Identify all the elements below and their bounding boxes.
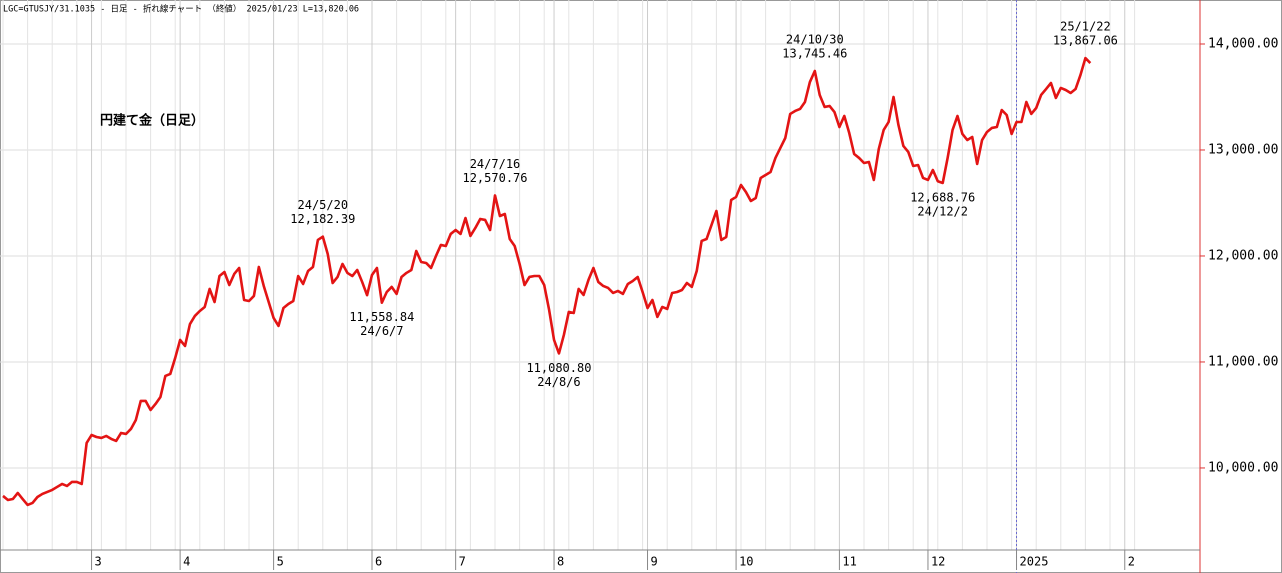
y-tick-label: 11,000.00 — [1208, 354, 1278, 369]
annotation-date: 24/10/30 — [786, 32, 844, 46]
annotation-value: 12,182.39 — [290, 212, 355, 226]
annotation-date: 24/7/16 — [470, 157, 521, 171]
annotation-value: 13,867.06 — [1053, 34, 1118, 48]
line-series — [2, 56, 1092, 507]
x-tick-label: 11 — [842, 555, 856, 569]
y-tick-label: 14,000.00 — [1208, 36, 1278, 51]
annotation-date: 24/12/2 — [917, 204, 968, 218]
x-tick-label: 9 — [651, 555, 658, 569]
annotation-value: 11,558.84 — [349, 310, 414, 324]
annotation-value: 12,688.76 — [910, 190, 975, 204]
x-tick-label: 8 — [557, 555, 564, 569]
annotation-date: 25/1/22 — [1060, 20, 1111, 34]
x-tick-label: 6 — [375, 555, 382, 569]
y-tick-label: 10,000.00 — [1208, 460, 1278, 475]
x-tick-label: 12 — [931, 555, 945, 569]
y-tick-label: 13,000.00 — [1208, 142, 1278, 157]
annotation-value: 11,080.80 — [526, 361, 591, 375]
annotation-value: 13,745.46 — [782, 46, 847, 60]
x-tick-label: 10 — [739, 555, 753, 569]
y-tick-label: 12,000.00 — [1208, 248, 1278, 263]
x-tick-label: 4 — [183, 555, 190, 569]
header: LGC=GTUSJY/31.1035 - 日足 - 折れ線チャート （終値） 2… — [3, 4, 359, 15]
x-tick-label: 7 — [459, 555, 466, 569]
x-tick-label: 2 — [1128, 555, 1135, 569]
annotation-date: 24/6/7 — [360, 324, 403, 338]
grid — [0, 0, 1200, 550]
x-tick-label: 5 — [277, 555, 284, 569]
annotation-value: 12,570.76 — [462, 171, 527, 185]
annotation-date: 24/5/20 — [298, 198, 349, 212]
legend-entry: 円建て金（日足） — [100, 113, 204, 129]
x-tick-label: 3 — [95, 555, 102, 569]
annotation-date: 24/8/6 — [537, 375, 580, 389]
x-tick-label: 2025 — [1020, 555, 1049, 569]
